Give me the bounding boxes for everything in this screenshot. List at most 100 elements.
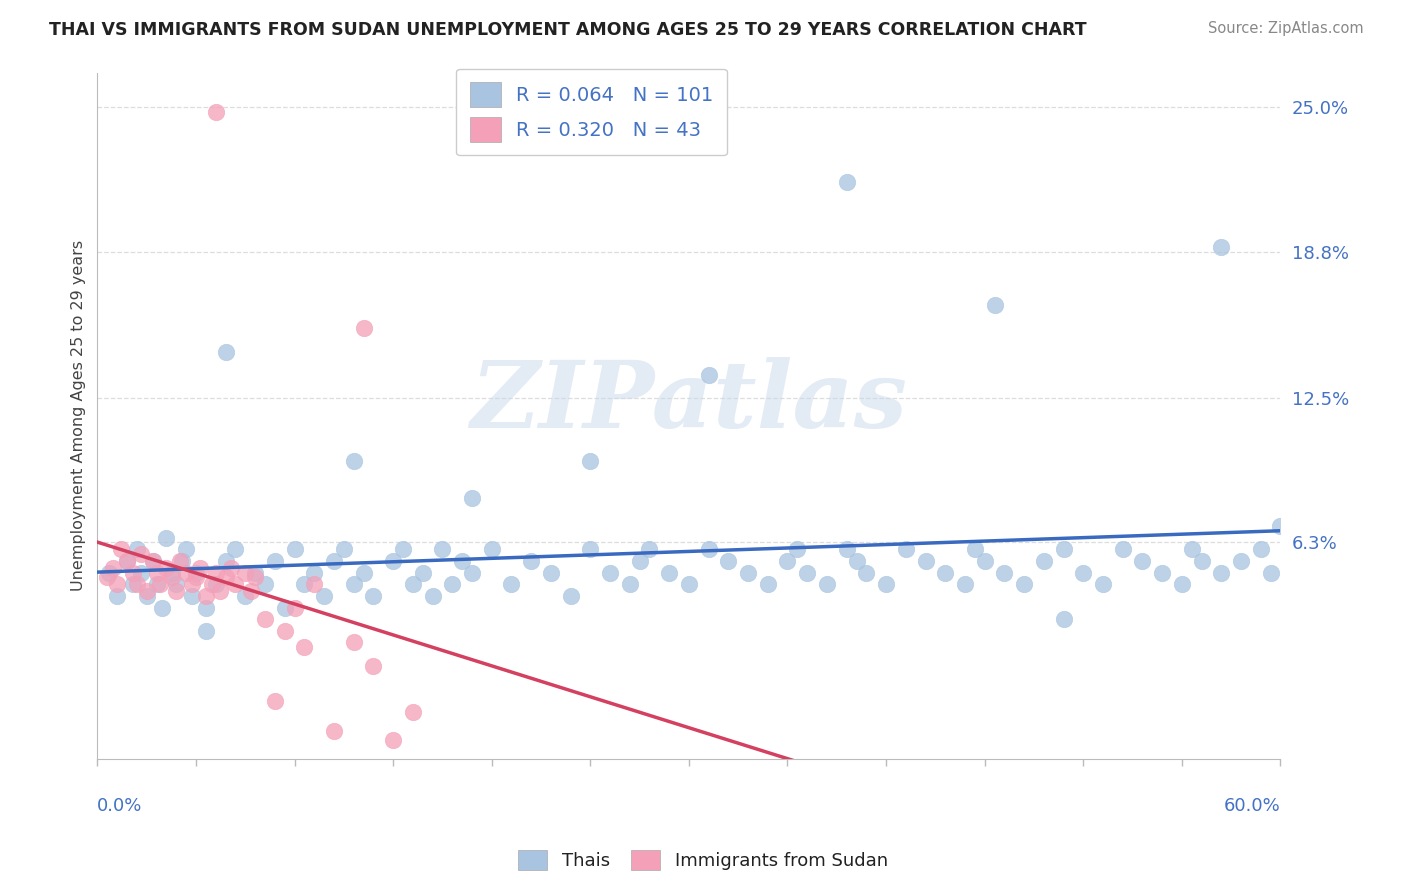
Point xyxy=(135,589,157,603)
Point xyxy=(105,589,128,603)
Point xyxy=(129,566,152,580)
Point xyxy=(353,321,375,335)
Point xyxy=(314,589,336,603)
Point xyxy=(1052,542,1074,557)
Point xyxy=(115,554,138,568)
Point xyxy=(1032,554,1054,568)
Point xyxy=(142,554,165,568)
Point xyxy=(520,554,543,568)
Point xyxy=(105,577,128,591)
Point xyxy=(934,566,956,580)
Point xyxy=(292,640,315,654)
Point xyxy=(441,577,464,591)
Point xyxy=(243,570,266,584)
Point xyxy=(201,577,224,591)
Point xyxy=(658,566,681,580)
Point xyxy=(953,577,976,591)
Point xyxy=(101,561,124,575)
Point xyxy=(224,542,246,557)
Point xyxy=(240,584,263,599)
Point xyxy=(188,561,211,575)
Point xyxy=(181,577,204,591)
Point xyxy=(412,566,434,580)
Point xyxy=(273,600,295,615)
Point xyxy=(184,570,207,584)
Point xyxy=(174,542,197,557)
Point xyxy=(1152,566,1174,580)
Text: 0.0%: 0.0% xyxy=(97,797,143,814)
Point xyxy=(194,589,217,603)
Point xyxy=(1250,542,1272,557)
Point xyxy=(678,577,700,591)
Point xyxy=(402,705,425,719)
Point xyxy=(638,542,661,557)
Point xyxy=(155,531,177,545)
Point xyxy=(110,542,132,557)
Point xyxy=(181,589,204,603)
Point xyxy=(283,542,305,557)
Point xyxy=(1132,554,1154,568)
Point xyxy=(1181,542,1204,557)
Point xyxy=(402,577,425,591)
Point xyxy=(1260,566,1282,580)
Point xyxy=(263,693,285,707)
Point xyxy=(184,566,207,580)
Point xyxy=(233,589,256,603)
Text: ZIPatlas: ZIPatlas xyxy=(471,357,907,447)
Point xyxy=(263,554,285,568)
Point xyxy=(174,566,197,580)
Point xyxy=(304,577,326,591)
Point xyxy=(1171,577,1194,591)
Point xyxy=(894,542,917,557)
Point xyxy=(204,105,226,120)
Point xyxy=(145,566,167,580)
Point xyxy=(973,554,995,568)
Point xyxy=(152,600,174,615)
Legend: R = 0.064   N = 101, R = 0.320   N = 43: R = 0.064 N = 101, R = 0.320 N = 43 xyxy=(456,69,727,155)
Point xyxy=(1230,554,1253,568)
Point xyxy=(619,577,641,591)
Point xyxy=(208,584,231,599)
Point xyxy=(253,577,276,591)
Point xyxy=(214,554,236,568)
Point xyxy=(1211,566,1233,580)
Point xyxy=(165,584,187,599)
Point xyxy=(323,723,346,738)
Point xyxy=(835,175,858,189)
Point xyxy=(125,577,148,591)
Point xyxy=(169,554,191,568)
Point xyxy=(121,566,143,580)
Y-axis label: Unemployment Among Ages 25 to 29 years: Unemployment Among Ages 25 to 29 years xyxy=(72,240,86,591)
Point xyxy=(343,635,366,649)
Point xyxy=(221,561,243,575)
Point xyxy=(737,566,759,580)
Point xyxy=(162,566,184,580)
Point xyxy=(875,577,897,591)
Point xyxy=(855,566,877,580)
Point xyxy=(1211,240,1233,254)
Point xyxy=(142,554,165,568)
Point xyxy=(786,542,808,557)
Legend: Thais, Immigrants from Sudan: Thais, Immigrants from Sudan xyxy=(510,842,896,878)
Point xyxy=(214,570,236,584)
Text: 60.0%: 60.0% xyxy=(1223,797,1281,814)
Point xyxy=(292,577,315,591)
Point xyxy=(194,600,217,615)
Point xyxy=(776,554,799,568)
Point xyxy=(343,454,366,468)
Point xyxy=(145,577,167,591)
Point xyxy=(422,589,444,603)
Point xyxy=(540,566,562,580)
Point xyxy=(579,454,602,468)
Point xyxy=(125,542,148,557)
Point xyxy=(599,566,621,580)
Point xyxy=(162,570,184,584)
Point xyxy=(461,491,484,506)
Point xyxy=(283,600,305,615)
Point xyxy=(451,554,474,568)
Point xyxy=(155,561,177,575)
Point xyxy=(98,566,121,580)
Point xyxy=(323,554,346,568)
Point xyxy=(697,542,720,557)
Point xyxy=(243,566,266,580)
